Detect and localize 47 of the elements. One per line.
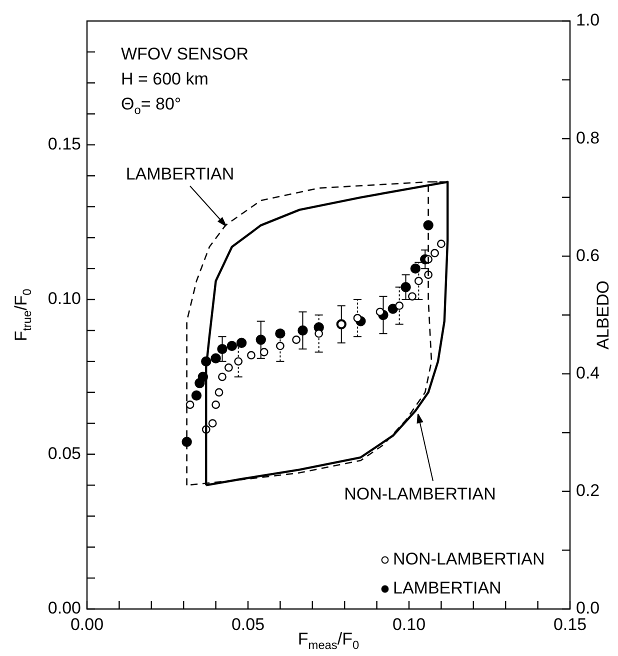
y2-tick-label: 0.4 xyxy=(576,363,600,382)
point xyxy=(292,336,300,344)
point xyxy=(430,248,439,258)
y2-tick-label: 0.8 xyxy=(576,128,600,148)
point xyxy=(218,372,226,382)
point xyxy=(395,302,404,310)
point xyxy=(182,436,192,447)
y2-axis-title: ALBEDO xyxy=(594,280,613,350)
point xyxy=(191,390,202,401)
legend-label: LAMBERTIAN xyxy=(393,578,502,598)
point xyxy=(298,325,308,336)
point xyxy=(234,357,243,366)
point xyxy=(236,338,247,348)
point xyxy=(353,314,362,322)
point xyxy=(186,400,194,409)
point xyxy=(212,400,220,409)
point xyxy=(214,388,224,397)
point xyxy=(400,282,411,292)
y-tick-label: 0.10 xyxy=(48,289,81,308)
legend-label: NON-LAMBERTIAN xyxy=(393,550,545,569)
point xyxy=(437,240,446,248)
point xyxy=(276,342,284,350)
point xyxy=(226,340,237,352)
point xyxy=(260,348,268,356)
point xyxy=(208,419,217,428)
y-tick-label: 0.05 xyxy=(48,444,81,463)
y-axis-title: Ftrue/F0 xyxy=(12,288,34,342)
point xyxy=(376,308,384,316)
y2-tick-label: 0.6 xyxy=(576,246,600,265)
point xyxy=(217,344,228,354)
point xyxy=(247,351,256,360)
y2-tick-label: 1.0 xyxy=(576,10,600,30)
x-tick-label: 0.10 xyxy=(392,614,426,634)
y2-tick-label: 0.2 xyxy=(576,481,600,500)
annotation: WFOV SENSOR xyxy=(121,44,249,64)
point xyxy=(275,328,286,339)
annotation: H = 600 km xyxy=(121,70,208,89)
point xyxy=(210,353,221,364)
point xyxy=(410,263,421,274)
y-tick-label: 0.15 xyxy=(48,134,81,154)
point xyxy=(256,334,266,345)
point xyxy=(224,363,233,372)
annotation: NON-LAMBERTIAN xyxy=(344,484,496,504)
point xyxy=(408,292,416,301)
x-tick-label: 0.05 xyxy=(231,614,265,634)
annotation: LAMBERTIAN xyxy=(126,164,234,184)
point xyxy=(414,276,423,286)
